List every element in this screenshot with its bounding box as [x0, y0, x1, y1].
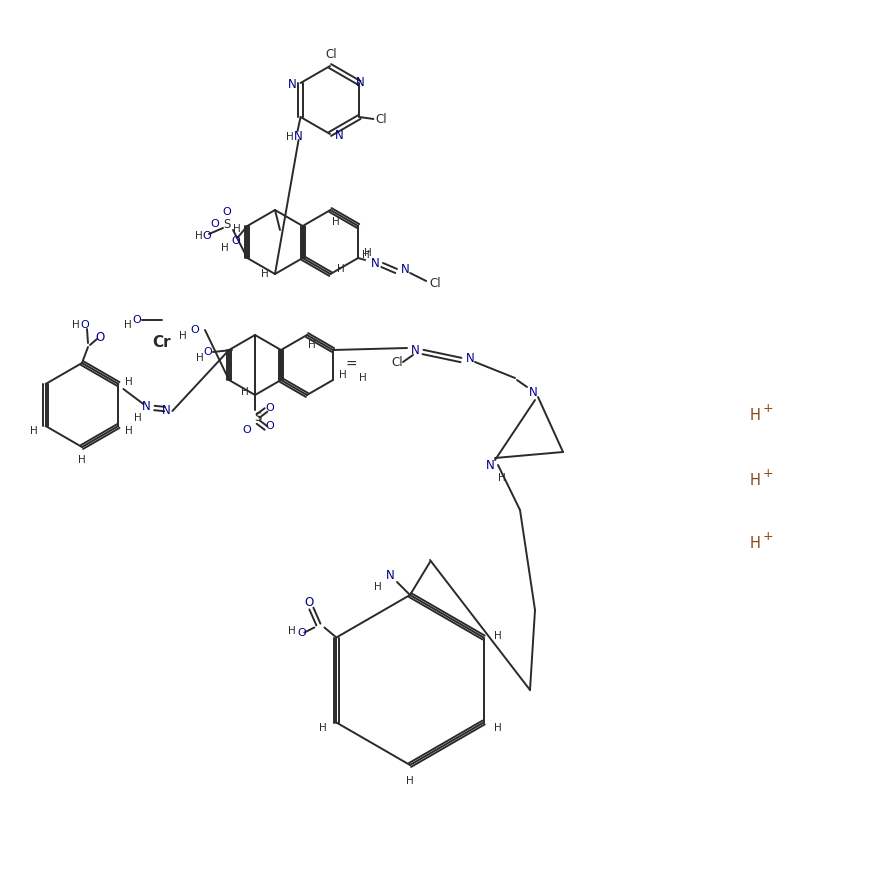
Text: H: H [359, 373, 367, 383]
Text: N: N [371, 257, 380, 269]
Text: N: N [465, 351, 474, 364]
Text: N: N [335, 129, 344, 141]
Text: +: + [763, 530, 773, 542]
Text: H: H [135, 413, 142, 423]
Text: O: O [243, 425, 251, 435]
Text: O: O [203, 231, 212, 241]
Text: H: H [749, 407, 761, 422]
Text: +: + [763, 402, 773, 414]
Text: H: H [261, 269, 269, 279]
Text: S: S [223, 218, 230, 230]
Text: N: N [529, 386, 538, 398]
Text: N: N [486, 459, 495, 471]
Text: H: H [308, 340, 316, 350]
Text: H: H [749, 535, 761, 550]
Text: H: H [72, 320, 79, 330]
Text: H: H [233, 224, 241, 234]
Text: H: H [196, 231, 203, 241]
Text: H: H [78, 455, 86, 465]
Text: H: H [126, 377, 133, 387]
Text: O: O [80, 320, 89, 330]
Text: O: O [305, 596, 314, 609]
Text: H: H [286, 132, 294, 142]
Text: N: N [401, 262, 410, 276]
Text: H: H [179, 331, 187, 341]
Text: N: N [356, 76, 365, 89]
Text: H: H [319, 723, 326, 733]
Text: H: H [331, 217, 339, 227]
Text: Cr: Cr [153, 334, 171, 349]
Text: S: S [255, 411, 262, 423]
Text: H: H [749, 472, 761, 487]
Text: H: H [374, 582, 382, 592]
Text: H: H [406, 776, 413, 786]
Text: H: H [363, 250, 370, 260]
Text: H: H [126, 426, 133, 436]
Text: H: H [29, 426, 38, 436]
Text: N: N [386, 568, 395, 581]
Text: =: = [345, 358, 357, 372]
Text: O: O [211, 219, 220, 229]
Text: H: H [241, 387, 249, 397]
Text: O: O [190, 325, 199, 335]
Text: O: O [265, 403, 274, 413]
Text: N: N [142, 399, 151, 412]
Text: +: + [763, 467, 773, 479]
Text: H: H [337, 264, 345, 274]
Text: N: N [162, 404, 171, 417]
Text: H: H [494, 723, 502, 733]
Text: N: N [288, 77, 297, 91]
Text: Cl: Cl [325, 47, 337, 60]
Text: H: H [494, 630, 502, 640]
Text: O: O [297, 628, 305, 637]
Text: O: O [96, 331, 104, 343]
Text: O: O [231, 236, 239, 246]
Text: H: H [339, 370, 346, 380]
Text: Cl: Cl [430, 276, 441, 290]
Text: O: O [204, 347, 213, 357]
Text: H: H [288, 626, 296, 636]
Text: H: H [364, 248, 372, 258]
Text: O: O [265, 421, 274, 431]
Text: N: N [294, 130, 303, 142]
Text: H: H [124, 320, 132, 330]
Text: H: H [498, 473, 505, 483]
Text: O: O [133, 315, 141, 325]
Text: H: H [196, 353, 204, 363]
Text: H: H [221, 243, 230, 253]
Text: N: N [411, 343, 420, 356]
Text: Cl: Cl [391, 356, 403, 369]
Text: O: O [222, 207, 231, 217]
Text: Cl: Cl [376, 113, 388, 125]
